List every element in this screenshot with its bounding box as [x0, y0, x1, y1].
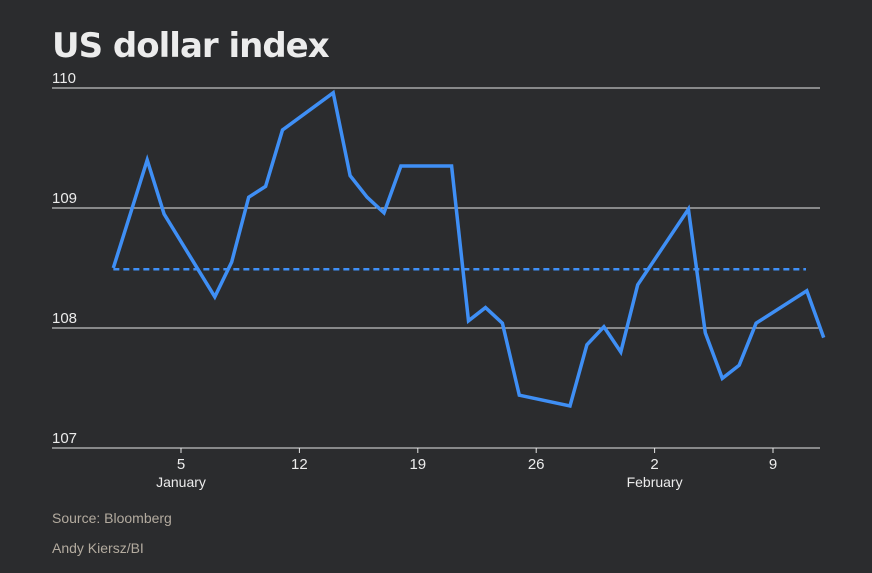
- source-note: Source: Bloomberg: [52, 510, 172, 526]
- series-line-dollar-index: [111, 89, 826, 409]
- x-tick-label-2: 2: [650, 456, 658, 473]
- author-credit: Andy Kiersz/BI: [52, 540, 144, 556]
- y-tick-label-110: 110: [52, 70, 76, 87]
- y-tick-label-108: 108: [52, 310, 77, 327]
- x-month-label-january: January: [156, 474, 206, 490]
- chart-title: US dollar index: [52, 26, 330, 66]
- x-month-label-february: February: [627, 474, 683, 490]
- x-tick-label-12: 12: [291, 456, 308, 473]
- x-tick-label-26: 26: [528, 456, 545, 473]
- y-tick-label-107: 107: [52, 430, 77, 447]
- y-tick-label-109: 109: [52, 190, 77, 207]
- x-tick-label-19: 19: [409, 456, 426, 473]
- x-tick-label-5: 5: [177, 456, 185, 473]
- x-tick-label-9: 9: [769, 456, 777, 473]
